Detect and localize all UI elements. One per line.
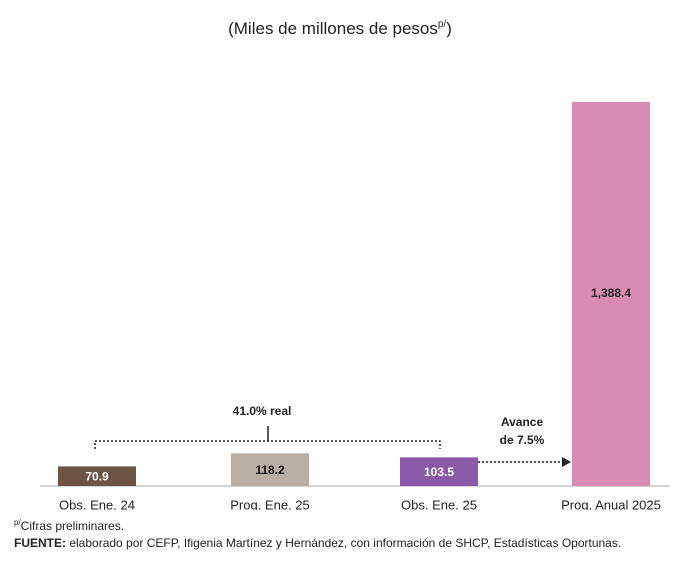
footnote-text: Cifras preliminares. (20, 519, 125, 533)
notes: p/Cifras preliminares. FUENTE: elaborado… (14, 514, 644, 552)
bar (572, 102, 650, 486)
bar (400, 457, 478, 486)
x-tick-label: Obs. Ene. 25 (401, 497, 477, 510)
arrow-label: Avance (501, 415, 544, 429)
x-tick-label: Prog. Ene. 25 (230, 497, 310, 510)
bracket-line (94, 440, 441, 449)
source-label: FUENTE: (14, 536, 66, 550)
bracket-label: 41.0% real (233, 404, 292, 418)
value-label: 1,388.4 (591, 286, 631, 300)
subtitle-sup: p/ (438, 19, 447, 30)
source-text: elaborado por CEFP, Ifigenia Martínez y … (66, 536, 622, 550)
arrow-head (562, 457, 571, 467)
chart: (Miles de millones de pesosp/) 41.0% rea… (40, 19, 670, 510)
subtitle-text: (Miles de millones de pesos (228, 19, 438, 38)
chart-subtitle: (Miles de millones de pesosp/) (228, 19, 452, 39)
bracket (94, 426, 562, 463)
bar (231, 453, 309, 486)
bar (58, 466, 136, 486)
subtitle-close: ) (446, 19, 452, 38)
source: FUENTE: elaborado por CEFP, Ifigenia Mar… (14, 535, 644, 552)
value-label: 118.2 (255, 463, 285, 477)
footnote-sup: p/ (14, 518, 21, 527)
x-tick-label: Prog. Anual 2025 (561, 497, 661, 510)
arrow-label: de 7.5% (500, 433, 545, 447)
value-label: 70.9 (85, 469, 109, 483)
footnote: p/Cifras preliminares. (14, 514, 644, 535)
value-label: 103.5 (424, 465, 454, 479)
x-tick-label: Obs. Ene. 24 (59, 497, 135, 510)
